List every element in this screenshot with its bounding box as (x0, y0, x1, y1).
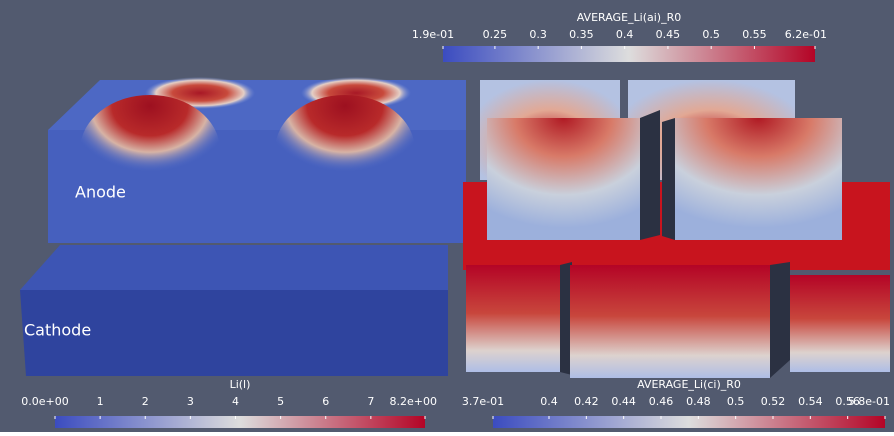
tick-label: 0.25 (483, 28, 508, 41)
cathode-label: Cathode (24, 321, 91, 340)
tick-label: 0.4 (540, 395, 558, 408)
tick-label: 4 (232, 395, 239, 408)
tick-label: 3.7e-01 (462, 395, 504, 408)
particle (570, 265, 770, 378)
tick-label: 6.2e-01 (785, 28, 827, 41)
tick-label: 0.5 (727, 395, 745, 408)
tick-label: 0.0e+00 (21, 395, 68, 408)
particle (466, 265, 560, 372)
colorbar (443, 46, 815, 62)
tick-label: 2 (142, 395, 149, 408)
particle (675, 118, 842, 240)
colorbar (55, 416, 425, 428)
tick-label: 0.42 (574, 395, 599, 408)
particle (790, 275, 890, 372)
colorbar (493, 416, 885, 428)
tick-label: 8.2e+00 (390, 395, 437, 408)
particle-side (770, 262, 790, 378)
colorbar-title: AVERAGE_Li(ai)_R0 (577, 11, 682, 24)
hotspot (275, 95, 415, 205)
particle-side (640, 110, 660, 240)
anode-label: Anode (75, 183, 126, 202)
particle (487, 118, 640, 240)
tick-label: 6 (322, 395, 329, 408)
tick-label: 0.46 (649, 395, 674, 408)
tick-label: 5.8e-01 (848, 395, 890, 408)
tick-label: 0.4 (616, 28, 634, 41)
tick-label: 3 (187, 395, 194, 408)
tick-label: 0.45 (656, 28, 681, 41)
tick-label: 0.44 (611, 395, 636, 408)
tick-label: 7 (367, 395, 374, 408)
particle-side (662, 118, 675, 240)
tick-label: 0.5 (702, 28, 720, 41)
tick-label: 0.48 (686, 395, 711, 408)
colorbar-title: Li(l) (230, 378, 251, 391)
tick-label: 5 (277, 395, 284, 408)
tick-label: 0.52 (761, 395, 786, 408)
render-view: Anode Cathode AVERAGE_Li(ai)_R0 1.9e-01 0.… (0, 0, 894, 432)
tick-label: 0.35 (569, 28, 594, 41)
cathode-top (20, 245, 448, 290)
tick-label: 0.54 (798, 395, 823, 408)
colorbar-title: AVERAGE_Li(ci)_R0 (637, 378, 741, 391)
tick-label: 0.3 (529, 28, 547, 41)
tick-label: 0.55 (742, 28, 767, 41)
tick-label: 1.9e-01 (412, 28, 454, 41)
tick-label: 1 (97, 395, 104, 408)
